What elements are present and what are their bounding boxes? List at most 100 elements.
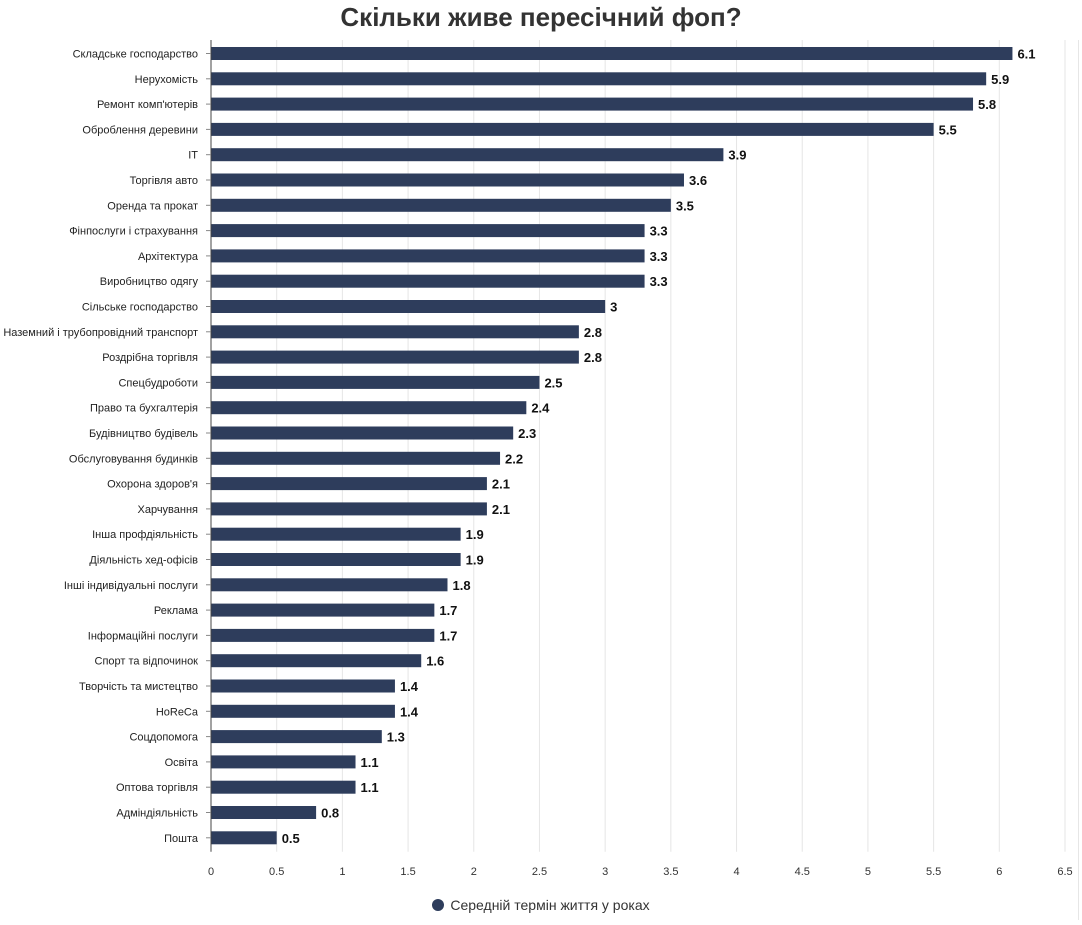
- category-label: Інші індивідуальні послуги: [64, 580, 198, 592]
- x-tick-label: 1.5: [400, 866, 415, 878]
- data-label: 1.1: [361, 780, 379, 795]
- x-tick-label: 6.5: [1057, 866, 1072, 878]
- bar: [211, 755, 356, 769]
- data-label: 1.7: [439, 628, 457, 643]
- axes: [206, 40, 212, 852]
- category-label: Сільське господарство: [82, 302, 198, 314]
- chart-title: Скільки живе пересічний фоп?: [340, 2, 742, 32]
- bar: [211, 477, 487, 491]
- bar: [211, 628, 435, 642]
- category-label: Реклама: [154, 605, 199, 617]
- category-label: Охорона здоров'я: [107, 479, 198, 491]
- bar: [211, 426, 514, 440]
- data-label: 2.8: [584, 350, 602, 365]
- data-label: 5.5: [939, 122, 957, 137]
- category-label: Освіта: [165, 757, 199, 769]
- bar: [211, 553, 461, 566]
- bar: [211, 300, 606, 313]
- category-label: Соцдопомога: [129, 732, 198, 744]
- category-label: Адміндіяльність: [116, 808, 198, 820]
- category-label: Торгівля авто: [130, 175, 198, 187]
- data-label: 1.4: [400, 704, 419, 719]
- data-label: 2.4: [531, 401, 550, 416]
- data-label: 3.3: [650, 224, 668, 239]
- bar: [211, 72, 987, 86]
- bars: [211, 47, 1013, 845]
- data-label: 2.1: [492, 502, 510, 517]
- data-label: 2.5: [544, 375, 562, 390]
- category-label: Харчування: [137, 504, 198, 516]
- data-label: 1.3: [387, 730, 405, 745]
- data-label: 3.3: [650, 249, 668, 264]
- data-label: 0.8: [321, 806, 339, 821]
- bar: [211, 375, 540, 389]
- data-label: 3.9: [728, 148, 746, 163]
- data-label: 1.7: [439, 603, 457, 618]
- bar: [211, 148, 724, 162]
- data-label: 2.1: [492, 477, 510, 492]
- x-tick-label: 5.5: [926, 866, 941, 878]
- x-tick-label: 4: [733, 866, 739, 878]
- bar: [211, 578, 448, 592]
- data-label: 6.1: [1017, 47, 1035, 62]
- category-label: Оптова торгівля: [116, 782, 198, 794]
- category-label: Ремонт комп'ютерів: [97, 99, 198, 111]
- legend[interactable]: Середній термін життя у роках: [0, 897, 1082, 913]
- bar: [211, 502, 487, 516]
- category-label: Спецбудроботи: [118, 377, 198, 389]
- data-label: 0.5: [282, 831, 300, 846]
- data-label: 1.4: [400, 679, 419, 694]
- data-label: 1.8: [452, 578, 470, 593]
- bar: [211, 249, 645, 263]
- x-tick-label: 2.5: [532, 866, 547, 878]
- category-label: Спорт та відпочинок: [95, 656, 199, 668]
- bar: [211, 527, 461, 541]
- bar: [211, 401, 527, 415]
- category-label: Творчість та мистецтво: [79, 681, 198, 693]
- legend-label: Середній термін життя у роках: [450, 897, 650, 913]
- bar: [211, 603, 435, 617]
- category-label: Нерухомість: [135, 74, 199, 86]
- category-label: Наземний і трубопровідний транспорт: [3, 327, 198, 339]
- bar: [211, 679, 395, 693]
- category-label: IT: [188, 150, 198, 162]
- bar: [211, 198, 671, 212]
- category-label: Оренда та прокат: [107, 200, 198, 212]
- bar: [211, 47, 1013, 60]
- category-label: Діяльність хед-офісів: [89, 555, 198, 567]
- data-label: 1.1: [361, 755, 379, 770]
- category-label: Архітектура: [138, 251, 199, 263]
- category-label: Право та бухгалтерія: [90, 403, 198, 415]
- data-label: 1.6: [426, 654, 444, 669]
- bar: [211, 730, 382, 744]
- bar: [211, 451, 501, 465]
- data-label: 3.3: [650, 274, 668, 289]
- bar: [211, 704, 395, 718]
- category-label: Виробництво одягу: [100, 276, 199, 288]
- labels: 0 0.5 1 1.5 2 2.5 3 3.5 4 4.5 5 5.5 6 6.5 Складське го…: [3, 47, 1072, 878]
- x-tick-label: 1: [339, 866, 345, 878]
- x-tick-label: 0.5: [269, 866, 284, 878]
- category-label: Інша профдіяльність: [92, 529, 198, 541]
- bar: [211, 325, 579, 339]
- bar: [211, 654, 422, 668]
- x-tick-label: 3: [602, 866, 608, 878]
- x-tick-label: 6: [996, 866, 1002, 878]
- data-label: 2.3: [518, 426, 536, 441]
- legend-marker-icon: [432, 899, 445, 911]
- category-label: Складське господарство: [73, 49, 198, 61]
- x-tick-label: 0: [208, 866, 214, 878]
- data-label: 3.5: [676, 198, 694, 213]
- category-label: Обслуговування будинків: [69, 453, 198, 465]
- bar: [211, 274, 645, 288]
- category-label: HoReCa: [156, 706, 199, 718]
- category-label: Оброблення деревини: [82, 124, 198, 136]
- data-label: 3.6: [689, 173, 707, 188]
- x-tick-label: 4.5: [795, 866, 810, 878]
- category-label: Пошта: [164, 833, 199, 845]
- x-tick-label: 2: [471, 866, 477, 878]
- data-label: 1.9: [466, 527, 484, 542]
- bar: [211, 350, 579, 364]
- category-label: Роздрібна торгівля: [102, 352, 198, 364]
